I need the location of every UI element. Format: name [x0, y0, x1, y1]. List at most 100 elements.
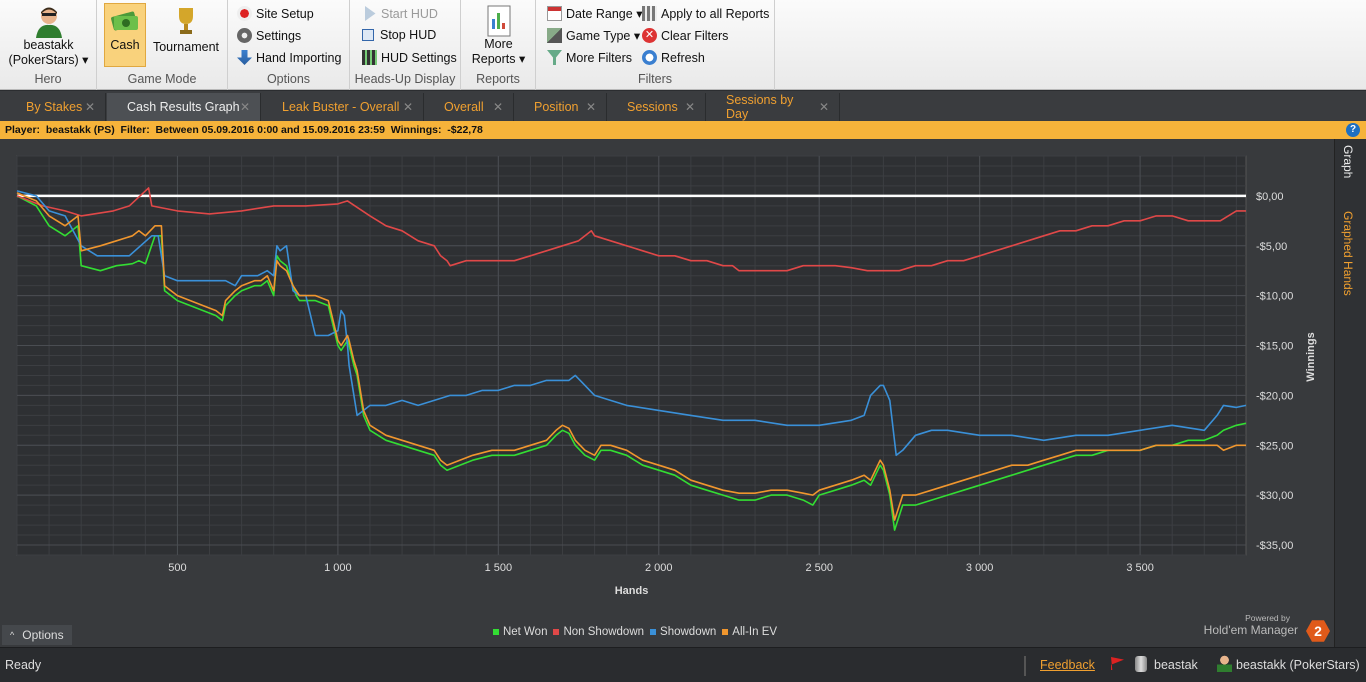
x-tick-label: 2 500	[805, 562, 833, 574]
filter-summary-bar: Player: beastakk (PS) Filter: Between 05…	[0, 121, 1366, 139]
game-type-button[interactable]: Game Type ▾	[547, 28, 640, 43]
tab-sessions-by-day[interactable]: Sessions by Day ✕	[706, 93, 840, 121]
y-axis-label: Winnings	[1305, 332, 1317, 381]
status-separator	[1024, 656, 1026, 676]
legend-item[interactable]: Net Won	[492, 626, 548, 638]
legend-label: Net Won	[502, 626, 548, 638]
y-tick-label: $0,00	[1256, 191, 1284, 203]
x-axis-label: Hands	[615, 585, 649, 597]
tab-sessions[interactable]: Sessions ✕	[607, 93, 706, 121]
y-tick-label: -$25,00	[1256, 440, 1293, 452]
site-setup-label: Site Setup	[256, 6, 314, 21]
legend-label: Showdown	[660, 626, 717, 638]
hand-importing-label: Hand Importing	[256, 50, 342, 65]
options-group: Site Setup Settings Hand Importing Optio…	[228, 0, 350, 90]
legend-swatch	[492, 628, 499, 635]
tab-position[interactable]: Position ✕	[514, 93, 607, 121]
player-avatar-icon	[1217, 655, 1232, 672]
filter-icon	[547, 50, 562, 65]
refresh-button[interactable]: Refresh	[642, 50, 705, 65]
cash-button[interactable]: Cash	[104, 3, 146, 67]
close-icon[interactable]: ✕	[84, 100, 95, 114]
settings-button[interactable]: Settings	[237, 28, 301, 43]
tab-label: Position	[534, 100, 579, 114]
hud-settings-label: HUD Settings	[381, 50, 457, 65]
legend-swatch	[553, 628, 560, 635]
tournament-button[interactable]: Tournament	[149, 4, 223, 54]
hero-avatar-icon	[35, 7, 62, 38]
side-tab-graphed-hands[interactable]: Graphed Hands	[1341, 211, 1355, 296]
more-filters-button[interactable]: More Filters	[547, 50, 632, 65]
game-mode-group-label: Game Mode	[127, 72, 197, 86]
apply-to-all-label: Apply to all Reports	[661, 6, 770, 21]
tab-label: Sessions	[627, 100, 678, 114]
tab-by-stakes[interactable]: By Stakes ✕	[6, 93, 106, 121]
help-icon[interactable]: ?	[1346, 123, 1360, 137]
hero-button[interactable]: beastakk (PokerStars) ▾	[0, 4, 97, 67]
tab-cash-results-graph[interactable]: Cash Results Graph ✕	[107, 93, 261, 121]
series-line-all-in-ev	[16, 192, 1246, 521]
x-tick-label: 500	[168, 562, 186, 574]
filter-summary-text: Player: beastakk (PS) Filter: Between 05…	[5, 124, 483, 136]
more-reports-label-1: More	[484, 37, 513, 51]
game-type-icon	[547, 28, 562, 43]
legend-item[interactable]: All-In EV	[722, 626, 777, 638]
stop-hud-label: Stop HUD	[380, 28, 437, 42]
reports-icon	[487, 5, 510, 37]
x-tick-label: 3 000	[966, 562, 994, 574]
side-tab-graph[interactable]: Graph	[1341, 145, 1355, 179]
status-text: Ready	[5, 658, 42, 672]
options-label: Options	[22, 628, 64, 642]
series-line-showdown	[16, 190, 1247, 457]
stop-icon	[362, 29, 374, 41]
tab-overall[interactable]: Overall ✕	[424, 93, 514, 121]
gear-icon	[237, 28, 252, 43]
legend-swatch	[650, 628, 657, 635]
close-icon[interactable]: ✕	[818, 100, 829, 114]
close-icon[interactable]: ✕	[585, 100, 596, 114]
options-button[interactable]: ^ Options	[2, 625, 72, 645]
y-tick-label: -$15,00	[1256, 341, 1293, 353]
x-tick-label: 1 000	[324, 562, 352, 574]
clear-icon: ✕	[642, 28, 657, 43]
tab-leak-buster-overall[interactable]: Leak Buster - Overall ✕	[262, 93, 424, 121]
side-tab-bar: Graph Graphed Hands	[1334, 139, 1366, 647]
play-icon	[365, 6, 376, 21]
hud-group: Start HUD Stop HUD HUD Settings Heads-Up…	[350, 0, 461, 90]
apply-to-all-reports-button[interactable]: Apply to all Reports	[642, 6, 769, 21]
close-icon[interactable]: ✕	[684, 100, 695, 114]
flag-icon	[1111, 657, 1124, 670]
hero-site: (PokerStars) ▾	[8, 53, 89, 67]
hand-importing-button[interactable]: Hand Importing	[237, 50, 341, 65]
refresh-icon	[642, 50, 657, 65]
close-icon[interactable]: ✕	[492, 100, 503, 114]
close-icon[interactable]: ✕	[402, 100, 413, 114]
y-tick-label: -$5,00	[1256, 241, 1287, 253]
hud-settings-button[interactable]: HUD Settings	[362, 50, 457, 65]
game-type-label: Game Type	[566, 28, 631, 43]
hero-name: beastakk	[23, 38, 74, 52]
settings-label: Settings	[256, 28, 302, 43]
stop-hud-button[interactable]: Stop HUD	[362, 28, 436, 42]
date-range-button[interactable]: Date Range ▾	[547, 6, 642, 21]
feedback-link[interactable]: Feedback	[1040, 658, 1095, 672]
cash-label: Cash	[110, 38, 140, 52]
graph-panel: $0,00 -$5,00 -$10,00 -$15,00 -$20,00 -$25,00 -…	[0, 139, 1334, 647]
clear-filters-button[interactable]: ✕ Clear Filters	[642, 28, 728, 43]
trophy-icon	[179, 8, 193, 34]
y-tick-label: -$20,00	[1256, 390, 1293, 402]
tab-label: Cash Results Graph	[127, 100, 240, 114]
more-reports-button[interactable]: More Reports ▾	[461, 5, 536, 66]
start-hud-button[interactable]: Start HUD	[362, 6, 438, 21]
close-icon[interactable]: ✕	[239, 100, 250, 114]
legend-item[interactable]: Non Showdown	[553, 626, 644, 638]
reports-group-label: Reports	[476, 72, 520, 86]
site-setup-button[interactable]: Site Setup	[237, 6, 314, 21]
apply-all-icon	[642, 6, 657, 21]
chevron-up-icon: ^	[10, 630, 15, 640]
ribbon-toolbar: beastakk (PokerStars) ▾ Hero Cash Tourna…	[0, 0, 1366, 90]
legend-label: All-In EV	[732, 626, 778, 638]
series-line-non-showdown	[16, 187, 1246, 272]
legend-item[interactable]: Showdown	[650, 626, 716, 638]
import-arrow-icon	[237, 50, 252, 65]
